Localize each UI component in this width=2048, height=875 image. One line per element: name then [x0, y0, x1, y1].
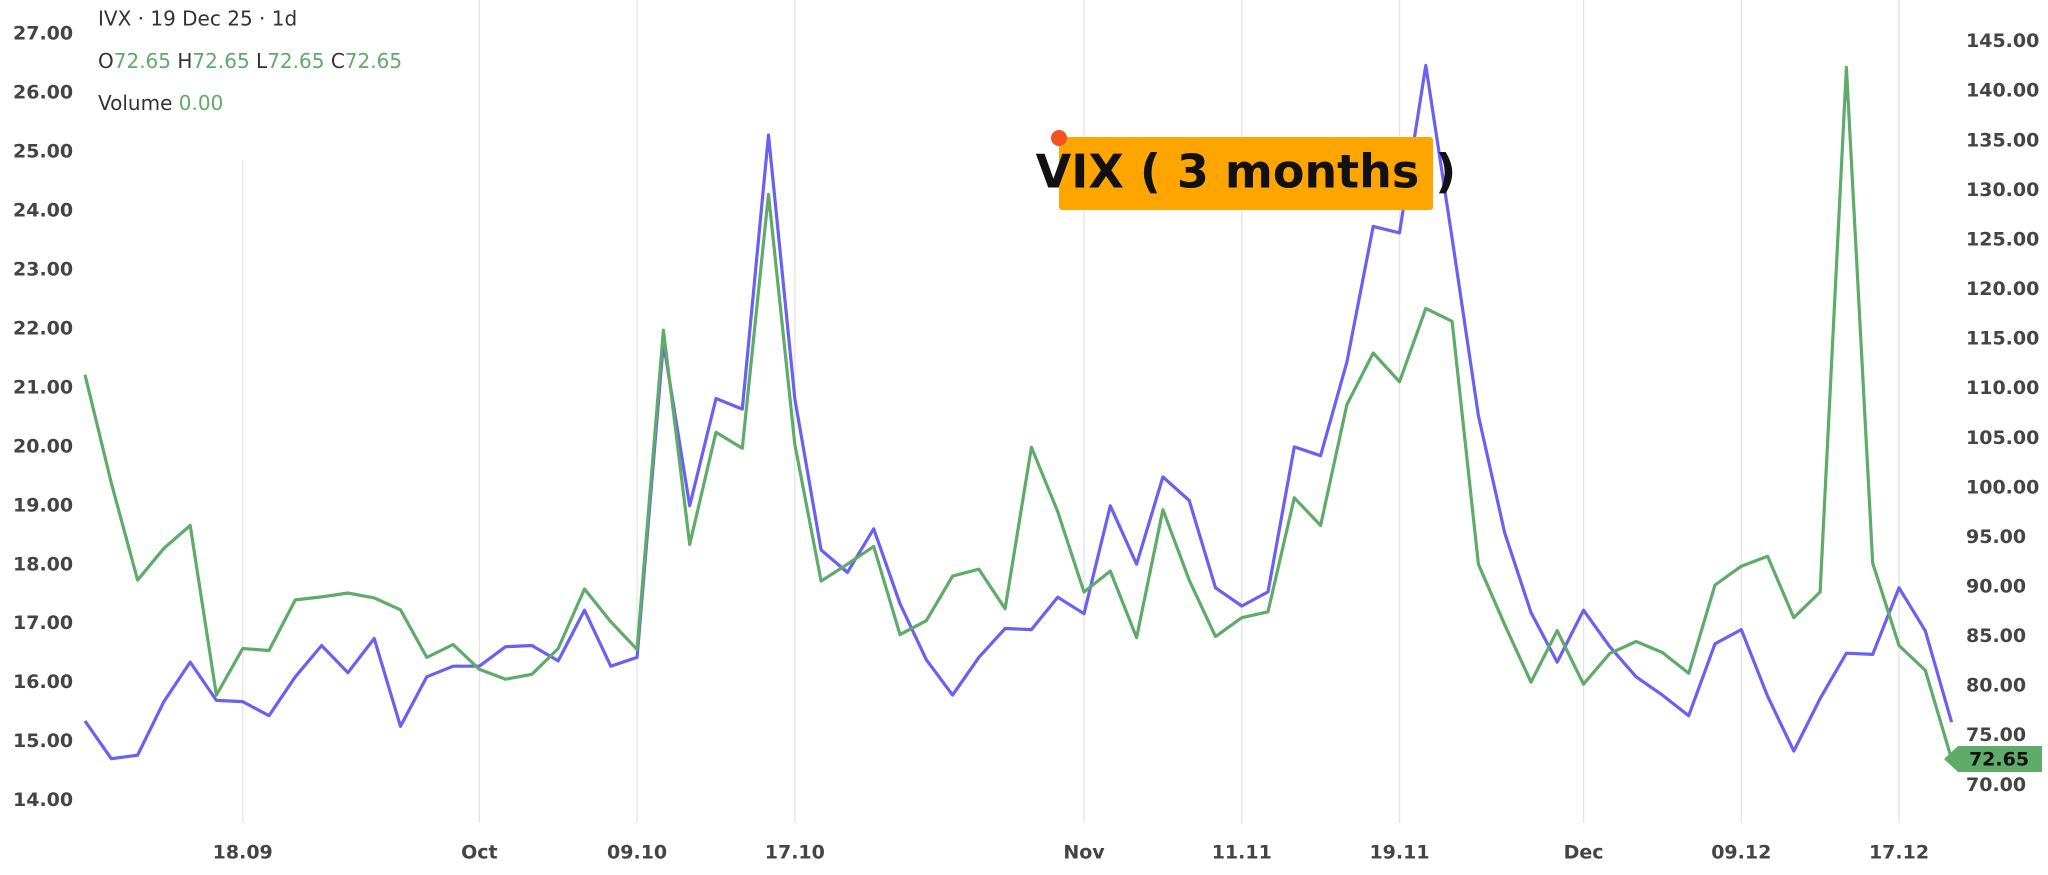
y2-tick-label: 75.00: [1966, 724, 2026, 746]
y2-tick-label: 70.00: [1966, 774, 2026, 796]
ohlc-key: O: [98, 49, 114, 73]
ohlc-key: H: [177, 49, 192, 73]
ohlc-value: 72.65: [192, 49, 249, 73]
y2-tick-label: 115.00: [1966, 328, 2039, 350]
price-tag-label: 72.65: [1969, 749, 2029, 771]
x-tick-label: Oct: [461, 842, 498, 864]
x-tick-label: 18.09: [213, 842, 273, 864]
annotation-dot: [1051, 130, 1067, 146]
y2-tick-label: 95.00: [1966, 526, 2026, 548]
ohlc-value: 72.65: [114, 49, 171, 73]
y-tick-label: 24.00: [13, 200, 73, 222]
y-tick-label: 25.00: [13, 141, 73, 163]
y2-tick-label: 120.00: [1966, 278, 2039, 300]
header-title: IVX · 19 Dec 25 · 1d: [98, 7, 297, 31]
y-tick-label: 16.00: [13, 671, 73, 693]
annotation-text: VIX ( 3 months ): [1036, 145, 1457, 199]
x-tick-label: 11.11: [1212, 842, 1272, 864]
y2-tick-label: 85.00: [1966, 625, 2026, 647]
volume-label: Volume: [98, 91, 172, 115]
y2-tick-label: 90.00: [1966, 576, 2026, 598]
header-bg: [88, 0, 244, 160]
y-tick-label: 26.00: [13, 82, 73, 104]
y-tick-label: 23.00: [13, 259, 73, 281]
y2-tick-label: 135.00: [1966, 129, 2039, 151]
y-tick-label: 22.00: [13, 317, 73, 339]
series-line: [83, 63, 1954, 761]
y2-tick-label: 125.00: [1966, 228, 2039, 250]
x-tick-label: Nov: [1063, 842, 1105, 864]
ohlc-key: L: [256, 49, 268, 73]
y2-tick-label: 100.00: [1966, 476, 2039, 498]
y2-tick-label: 145.00: [1966, 30, 2039, 52]
y2-tick-label: 130.00: [1966, 179, 2039, 201]
x-tick-label: 17.12: [1869, 842, 1929, 864]
ohlc-key: C: [331, 49, 345, 73]
y-tick-label: 27.00: [13, 23, 73, 45]
y-tick-label: 15.00: [13, 730, 73, 752]
y2-tick-label: 110.00: [1966, 377, 2039, 399]
y2-tick-label: 80.00: [1966, 675, 2026, 697]
x-tick-label: 09.10: [607, 842, 667, 864]
y-tick-label: 20.00: [13, 435, 73, 457]
x-tick-label: 17.10: [765, 842, 825, 864]
lines: [83, 63, 1954, 761]
grid: [242, 0, 1900, 823]
x-tick-label: 19.11: [1369, 842, 1429, 864]
x-tick-label: 09.12: [1711, 842, 1771, 864]
ohlc-value: 72.65: [345, 49, 402, 73]
axes: 18.09 Oct 09.10 17.10 Nov 11.11 19.11 Dec 09.12 1…: [13, 23, 2042, 864]
series-line: [83, 65, 1954, 760]
y2-tick-label: 105.00: [1966, 427, 2039, 449]
volume: Volume 0.00: [98, 91, 223, 115]
volume-value: 0.00: [179, 91, 224, 115]
y-tick-label: 17.00: [13, 612, 73, 634]
ohlc-value: 72.65: [267, 49, 324, 73]
y2-tick-label: 140.00: [1966, 80, 2039, 102]
y-tick-label: 18.00: [13, 553, 73, 575]
annotation-box: [1059, 137, 1433, 210]
y-tick-label: 21.00: [13, 376, 73, 398]
price-tag: [1944, 746, 2042, 773]
x-tick-label: Dec: [1564, 842, 1604, 864]
ohlc: O72.65 H72.65 L72.65 C72.65: [98, 49, 402, 73]
y-tick-label: 19.00: [13, 494, 73, 516]
y-tick-label: 14.00: [13, 789, 73, 811]
